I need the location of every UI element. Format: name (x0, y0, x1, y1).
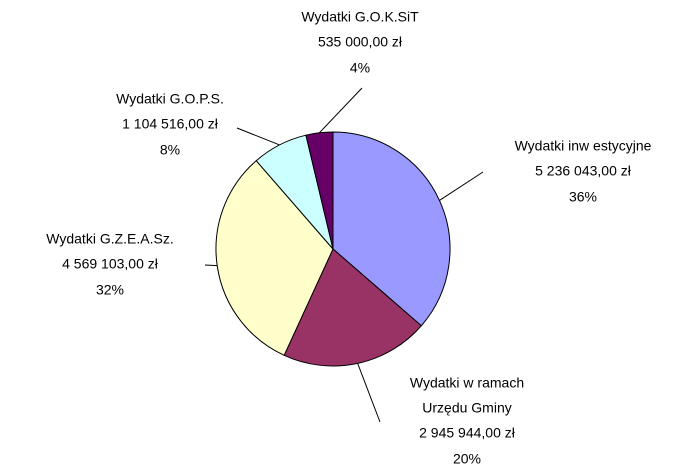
pie-slice (305, 131, 334, 250)
slice-label: Wydatki w ramach (410, 375, 524, 391)
value-label: 4 569 103,00 zł (62, 256, 159, 272)
slice-label: Urzędu Gminy (422, 400, 511, 416)
pie-slice (283, 248, 423, 367)
slice-label: Wydatki G.Z.E.A.Sz. (46, 231, 173, 247)
percent-label: 32% (96, 282, 124, 298)
pie-slice (332, 131, 451, 327)
leader-line (357, 363, 381, 423)
value-label: 2 945 944,00 zł (419, 425, 516, 441)
value-label: 535 000,00 zł (318, 34, 403, 50)
slice-label: Wydatki G.O.K.SiT (301, 9, 419, 25)
leader-line (319, 87, 363, 134)
percent-label: 4% (350, 60, 370, 76)
pie-slice (215, 160, 334, 356)
value-label: 1 104 516,00 zł (122, 116, 219, 132)
slice-label: Wydatki inw estycyjne (515, 138, 652, 154)
slice-label: Wydatki G.O.P.S. (116, 91, 224, 107)
percent-label: 8% (160, 142, 180, 158)
percent-label: 20% (453, 451, 481, 467)
leader-line (236, 127, 280, 146)
percent-label: 36% (569, 189, 597, 205)
leader-line (204, 264, 218, 267)
leader-line (439, 171, 484, 201)
value-label: 5 236 043,00 zł (535, 163, 632, 179)
